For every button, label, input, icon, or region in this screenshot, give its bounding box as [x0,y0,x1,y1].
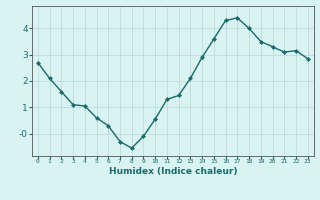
X-axis label: Humidex (Indice chaleur): Humidex (Indice chaleur) [108,167,237,176]
